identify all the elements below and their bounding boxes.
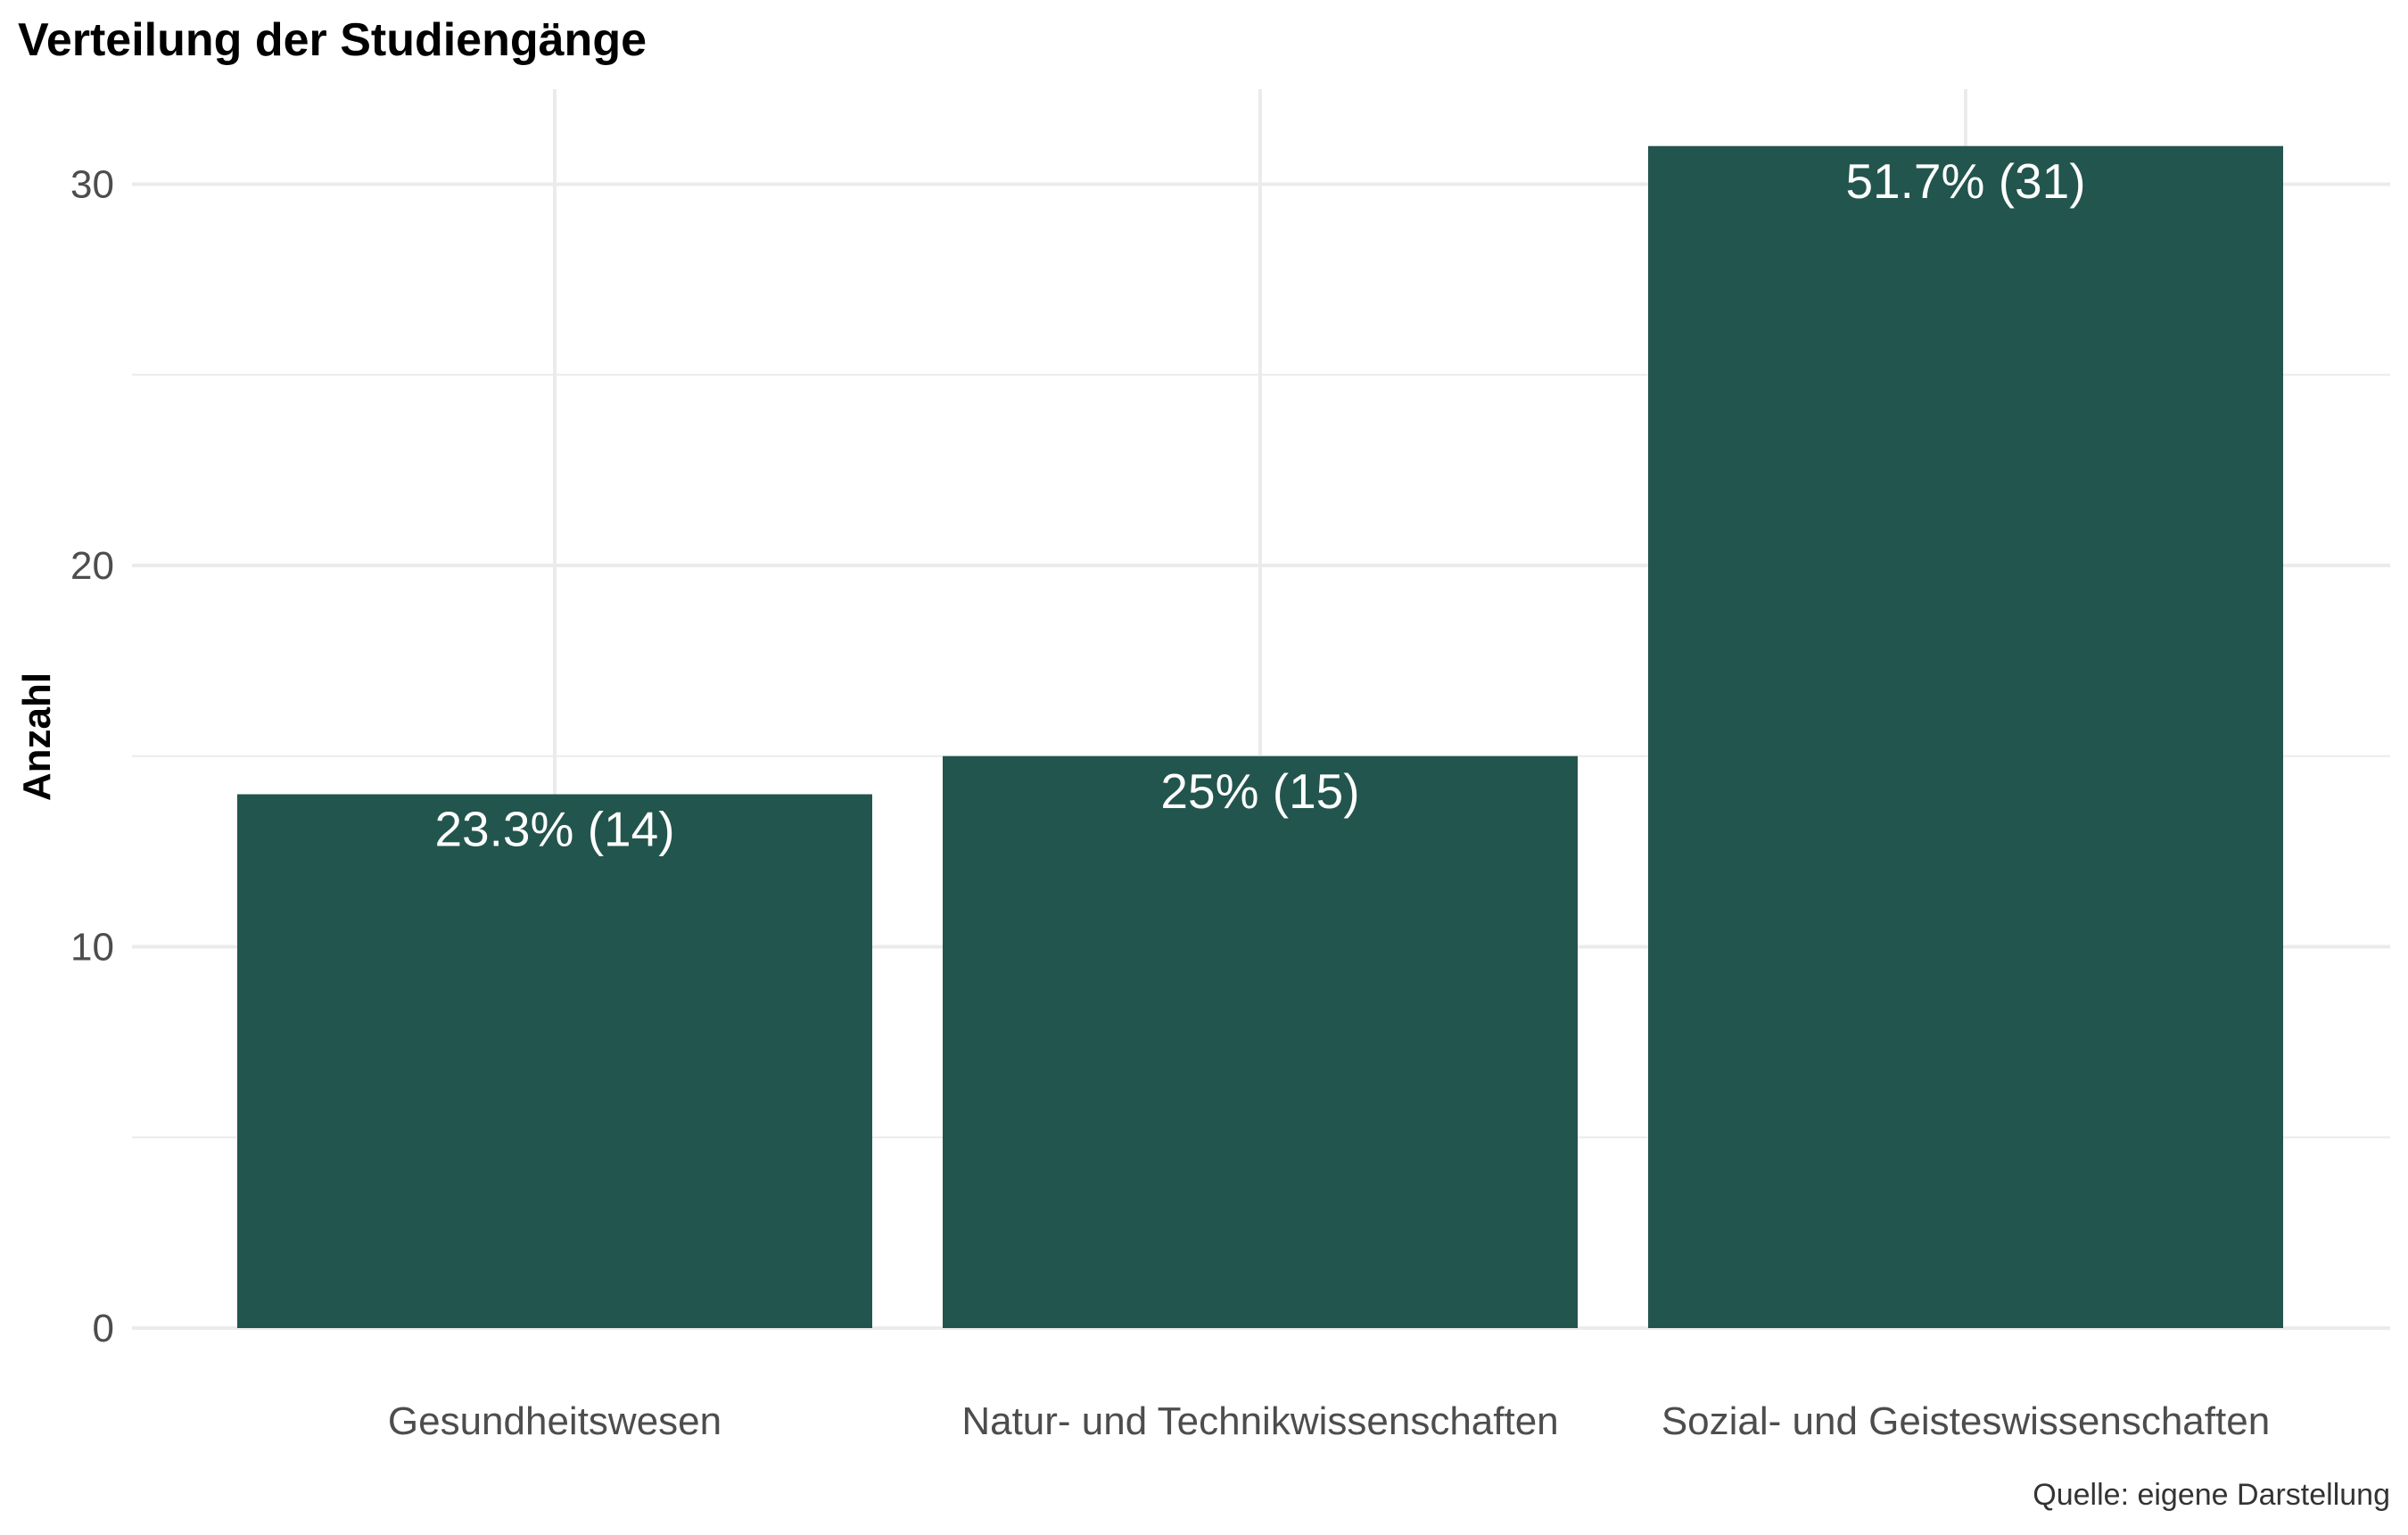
chart-title: Verteilung der Studiengänge: [18, 14, 647, 66]
y-tick-label: 30: [70, 163, 114, 207]
data-labels: 23.3% (14) 25% (15) 51.7% (31): [434, 153, 2085, 857]
y-tick-label: 20: [70, 544, 114, 588]
bar-data-label: 23.3% (14): [434, 802, 674, 857]
bar: [943, 755, 1578, 1328]
x-tick-label: Sozial- und Geisteswissenschaften: [1662, 1399, 2270, 1443]
x-tick-label: Natur- und Technikwissenschaften: [961, 1399, 1558, 1443]
x-tick-label: Gesundheitswesen: [388, 1399, 722, 1443]
bar-data-label: 51.7% (31): [1845, 153, 2085, 209]
bars: [237, 145, 2283, 1328]
chart-caption: Quelle: eigene Darstellung: [2033, 1478, 2390, 1512]
bar: [1648, 145, 2283, 1328]
y-axis-label: Anzahl: [15, 673, 59, 801]
y-tick-label: 10: [70, 926, 114, 970]
y-axis-ticks: 0 10 20 30: [70, 163, 114, 1351]
x-axis-ticks: Gesundheitswesen Natur- und Technikwissen…: [388, 1399, 2270, 1443]
y-tick-label: 0: [93, 1307, 114, 1350]
bar-data-label: 25% (15): [1160, 763, 1359, 819]
bar: [237, 794, 872, 1328]
